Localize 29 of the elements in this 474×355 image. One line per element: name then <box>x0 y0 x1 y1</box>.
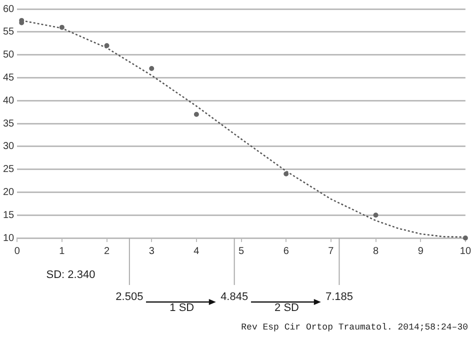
x-tick-label: 10 <box>460 246 472 257</box>
text: 1 SD <box>170 302 194 314</box>
y-tick-label: 45 <box>3 72 15 84</box>
x-tick-label: 0 <box>14 246 20 257</box>
ref-line-label: 4.845 <box>220 291 248 304</box>
x-tick-label: 3 <box>148 246 155 257</box>
y-tick-label: 40 <box>3 95 15 106</box>
x-tick-label: 1 <box>59 246 66 257</box>
x-tick-label: 5 <box>238 246 244 257</box>
x-tick-label: 2 <box>104 246 110 257</box>
x-tick-label: 8 <box>372 246 379 257</box>
x-tick-label: 9 <box>418 246 424 257</box>
y-tick-label: 25 <box>3 164 15 176</box>
y-tick-label: 30 <box>3 141 15 152</box>
text: 2 SD <box>274 302 300 314</box>
y-tick-label: 35 <box>3 118 15 130</box>
ref-line-label: 7.185 <box>325 291 354 304</box>
x-tick-label: 4 <box>194 246 200 257</box>
y-tick-label: 15 <box>3 210 15 221</box>
x-tick-label: 6 <box>283 246 290 257</box>
text: Rev Esp Cir Ortop Traumatol. 2014;58:24–30 <box>241 322 468 332</box>
y-tick-label: 55 <box>3 26 15 38</box>
text: SD: 2.340 <box>46 269 96 282</box>
y-tick-label: 50 <box>3 50 15 61</box>
ref-line-label: 2.505 <box>116 291 144 304</box>
y-tick-label: 20 <box>3 186 15 198</box>
y-tick-label: 10 <box>3 232 15 244</box>
x-tick-label: 7 <box>328 246 334 257</box>
y-tick-label: 60 <box>3 4 15 15</box>
